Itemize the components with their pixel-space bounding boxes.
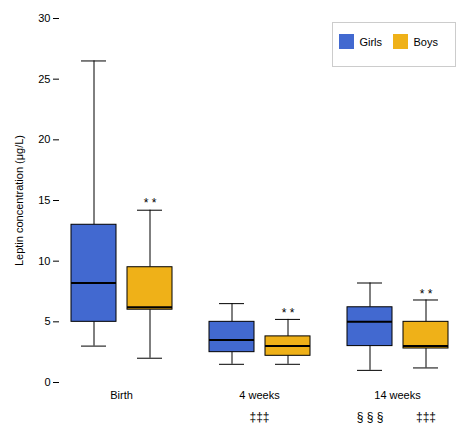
svg-text:* *: * * (420, 287, 433, 301)
svg-text:10: 10 (38, 255, 50, 267)
svg-text:0: 0 (44, 376, 50, 388)
svg-text:Birth: Birth (110, 389, 133, 401)
svg-text:§ § §: § § § (357, 410, 384, 424)
html-text:Girls: Girls (359, 35, 382, 48)
svg-text:‡‡‡: ‡‡‡ (249, 410, 269, 424)
svg-text:20: 20 (38, 133, 50, 145)
svg-text:4 weeks: 4 weeks (239, 389, 280, 401)
svg-text:Leptin concentration (μg/L): Leptin concentration (μg/L) (13, 135, 25, 266)
svg-text:14 weeks: 14 weeks (374, 389, 421, 401)
svg-text:* *: * * (144, 196, 157, 210)
svg-text:25: 25 (38, 73, 50, 85)
html-text:Boys: Boys (413, 35, 438, 48)
svg-text:30: 30 (38, 12, 50, 24)
svg-text:5: 5 (44, 315, 50, 327)
svg-text:‡‡‡: ‡‡‡ (416, 410, 436, 424)
svg-text:15: 15 (38, 194, 50, 206)
svg-text:* *: * * (282, 306, 295, 320)
